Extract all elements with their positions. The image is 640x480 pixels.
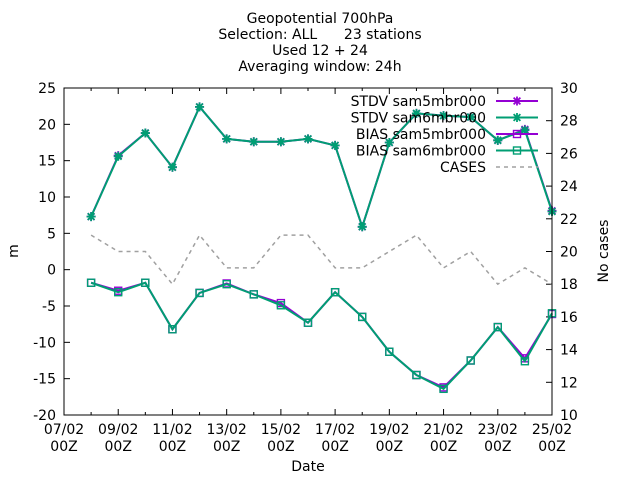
data-point [520,125,530,135]
data-point [493,135,503,145]
legend-marker [512,96,522,106]
data-point [195,102,205,112]
series-1 [86,102,557,232]
data-point [358,312,367,322]
legend-label: STDV sam6mbr000 [351,111,486,127]
data-point [439,111,449,121]
data-point [86,212,96,222]
series-0 [86,102,557,232]
series-layer [86,102,557,394]
y-tick-label: 0 [47,263,56,279]
series-line [90,105,553,231]
data-point [439,384,448,394]
data-point [276,137,286,147]
series-line [90,233,553,286]
data-point [141,278,150,287]
x-axis-label: Date [291,459,324,475]
y-tick-label: -10 [33,335,56,351]
y2-tick-label: 24 [560,179,578,195]
y-tick-label: 20 [38,117,56,133]
data-point [411,108,421,118]
y2-tick-label: 18 [560,277,578,293]
data-point [114,287,123,297]
data-point [357,222,367,232]
data-point [168,325,177,334]
legend-label: STDV sam5mbr000 [351,94,486,110]
x-tick-label: 11/02 00Z [152,422,192,455]
data-point [466,112,476,122]
data-point [167,162,177,172]
series-3 [86,278,557,394]
y-tick-label: 10 [38,190,56,206]
legend-label: BIAS sam6mbr000 [356,144,486,160]
legend-label: BIAS sam5mbr000 [356,127,486,143]
y-tick-label: -5 [42,299,56,315]
legend-marker [512,146,522,155]
y2-axis-label: No cases [596,220,612,283]
series-line [90,281,553,391]
y-axis-label: m [6,244,22,258]
x-tick-label: 17/02 00Z [315,422,355,455]
chart-title-line-3: Used 12 + 24 [272,43,368,59]
legend-label: CASES [440,160,486,176]
series-line [90,281,553,389]
data-point [303,134,313,144]
x-tick-label: 13/02 00Z [206,422,246,455]
y2-tick-label: 20 [560,245,578,261]
x-tick-label: 09/02 00Z [98,422,138,455]
y-tick-label: 5 [47,226,56,242]
chart-title-line-4: Averaging window: 24h [238,59,402,75]
series-4 [90,233,553,286]
data-point [140,128,150,138]
y2-tick-label: 10 [560,408,578,424]
data-point [384,138,394,147]
y2-tick-label: 30 [560,81,578,97]
y-tick-label: 25 [38,81,56,97]
data-point [466,356,475,365]
data-point [493,322,502,332]
x-tick-label: 21/02 00Z [423,422,463,455]
plot-frame [63,87,553,416]
data-point [412,370,421,380]
x-tick-label: 07/02 00Z [44,422,84,455]
data-point [520,357,530,366]
y-tick-label: 15 [38,154,56,170]
y2-tick-label: 22 [560,212,578,228]
data-point [276,301,286,310]
y-tick-label: -20 [33,408,56,424]
legend-marker [512,129,522,139]
y2-tick-label: 28 [560,114,578,130]
y-tick-label: -15 [33,372,56,388]
data-point [195,288,204,298]
x-tick-label: 19/02 00Z [369,422,409,455]
data-point [249,137,259,147]
data-point [222,280,231,289]
data-point [86,278,96,287]
data-point [330,287,340,297]
data-point [330,140,340,150]
legend-marker [512,113,522,122]
chart-title-line-2: Selection: ALL 23 stations [218,27,422,43]
data-point [385,347,394,356]
y2-tick-label: 14 [560,343,578,359]
data-point [113,151,123,161]
series-2 [86,278,557,392]
x-tick-label: 25/02 00Z [532,422,572,455]
data-point [249,290,258,299]
y2-tick-label: 26 [560,146,578,162]
y2-tick-label: 12 [560,375,578,391]
x-tick-label: 15/02 00Z [261,422,301,455]
data-point [222,134,232,144]
chart-title-line-1: Geopotential 700hPa [246,11,394,27]
x-tick-label: 23/02 00Z [478,422,518,455]
y2-tick-label: 16 [560,310,578,326]
data-point [303,318,313,327]
ticks-layer: -20 -15 -10 -5 0 5 10 15 20 25 10 12 14 16 18 20 22 24 26 2… [33,81,578,455]
